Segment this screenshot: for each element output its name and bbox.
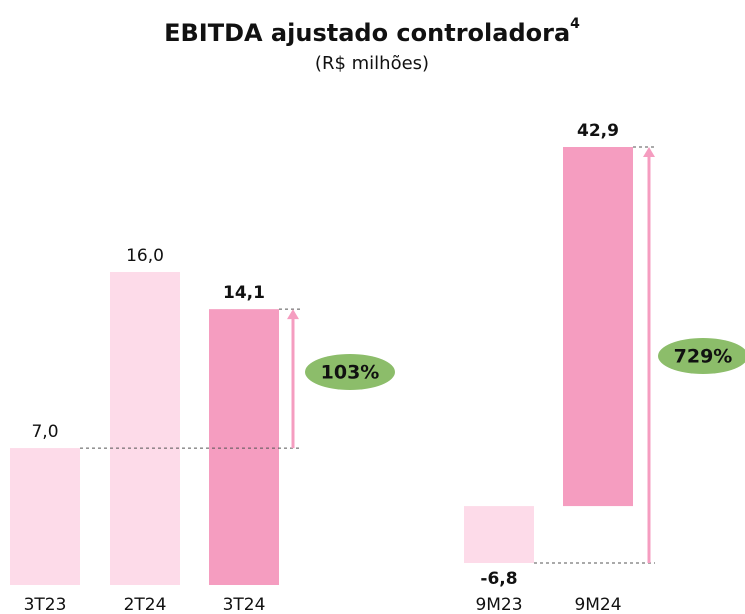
bar bbox=[110, 272, 180, 585]
x-tick-label: 3T24 bbox=[223, 595, 266, 614]
data-label: 7,0 bbox=[31, 422, 58, 442]
x-tick-label: 9M23 bbox=[475, 595, 522, 614]
arrow-head bbox=[643, 147, 655, 157]
change-label: 729% bbox=[674, 346, 733, 368]
x-tick-label: 3T23 bbox=[24, 595, 67, 614]
data-label: 42,9 bbox=[577, 121, 619, 141]
chart-subtitle: (R$ milhões) bbox=[315, 53, 429, 74]
change-badge bbox=[305, 354, 395, 390]
change-badge bbox=[658, 338, 745, 374]
data-label: -6,8 bbox=[480, 569, 517, 589]
title-text: EBITDA ajustado controladora bbox=[164, 19, 570, 47]
change-label: 103% bbox=[321, 362, 380, 384]
chart-title: EBITDA ajustado controladora4 bbox=[164, 16, 580, 47]
arrow-head bbox=[287, 309, 299, 320]
data-label: 14,1 bbox=[223, 283, 265, 303]
bar bbox=[464, 506, 534, 563]
bar bbox=[209, 309, 279, 585]
data-label: 16,0 bbox=[126, 246, 164, 266]
title-note: 4 bbox=[570, 16, 580, 32]
bar bbox=[563, 147, 633, 507]
x-tick-label: 9M24 bbox=[574, 595, 621, 614]
x-tick-label: 2T24 bbox=[124, 595, 167, 614]
bar bbox=[10, 448, 80, 585]
